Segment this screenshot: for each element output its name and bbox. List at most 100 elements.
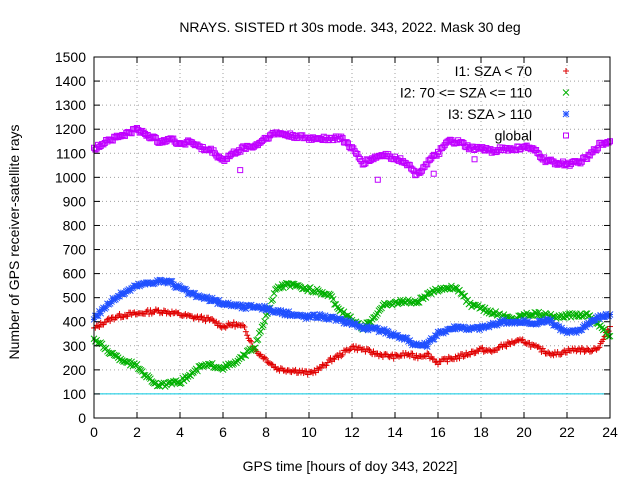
y-tick-label: 1400 bbox=[55, 73, 86, 89]
data-point bbox=[288, 280, 295, 288]
x-axis-label: GPS time [hours of doy 343, 2022] bbox=[243, 458, 458, 474]
data-point bbox=[107, 318, 114, 325]
data-point bbox=[406, 353, 413, 360]
data-point bbox=[456, 355, 463, 362]
y-tick-label: 1100 bbox=[56, 145, 86, 161]
legend-marker bbox=[563, 132, 569, 139]
data-point bbox=[103, 318, 110, 325]
data-point bbox=[353, 343, 360, 350]
data-point bbox=[229, 322, 236, 329]
data-point bbox=[264, 359, 271, 366]
data-point bbox=[160, 307, 167, 314]
y-tick-label: 1500 bbox=[55, 49, 86, 65]
data-points bbox=[90, 125, 614, 390]
data-point bbox=[259, 321, 267, 329]
data-point bbox=[224, 323, 231, 330]
data-point bbox=[379, 354, 386, 361]
data-point bbox=[121, 311, 128, 318]
data-point bbox=[310, 370, 317, 377]
data-point bbox=[594, 345, 601, 352]
data-point bbox=[588, 348, 595, 355]
series-4 bbox=[237, 156, 478, 183]
y-tick-label: 500 bbox=[63, 290, 87, 306]
data-point bbox=[261, 354, 268, 361]
data-point bbox=[596, 344, 603, 351]
data-point bbox=[134, 310, 140, 317]
data-point bbox=[318, 365, 325, 372]
y-tick-label: 1300 bbox=[55, 97, 86, 113]
data-point bbox=[461, 353, 468, 360]
data-point bbox=[444, 358, 451, 365]
data-point bbox=[519, 336, 526, 343]
data-point bbox=[94, 339, 102, 347]
data-point bbox=[273, 366, 280, 373]
legend-marker bbox=[562, 110, 570, 118]
data-point bbox=[248, 338, 255, 345]
data-point bbox=[374, 176, 381, 183]
x-tick-label: 14 bbox=[387, 424, 403, 440]
data-point bbox=[374, 350, 381, 357]
legend-label: I2: 70 <= SZA <= 110 bbox=[400, 85, 532, 101]
data-point bbox=[592, 345, 599, 352]
data-point bbox=[557, 351, 564, 358]
data-point bbox=[390, 355, 397, 362]
data-point bbox=[226, 321, 233, 328]
data-point bbox=[319, 361, 326, 368]
data-point bbox=[213, 318, 220, 325]
data-point bbox=[215, 320, 222, 327]
y-tick-label: 100 bbox=[63, 386, 87, 402]
data-point bbox=[550, 352, 557, 359]
y-tick-label: 400 bbox=[63, 314, 87, 330]
data-point bbox=[515, 312, 522, 320]
data-point bbox=[422, 353, 429, 360]
x-tick-label: 0 bbox=[90, 424, 98, 440]
data-point bbox=[545, 349, 552, 356]
data-point bbox=[320, 290, 328, 298]
data-point bbox=[139, 368, 146, 375]
data-point bbox=[105, 315, 112, 322]
data-point bbox=[331, 356, 338, 363]
x-tick-label: 10 bbox=[301, 424, 317, 440]
data-point bbox=[251, 344, 259, 352]
data-point bbox=[277, 365, 284, 372]
data-point bbox=[167, 311, 174, 318]
legend-marker bbox=[562, 89, 570, 96]
data-point bbox=[268, 361, 275, 368]
data-point bbox=[430, 335, 438, 343]
data-point bbox=[339, 351, 346, 358]
data-point bbox=[221, 323, 228, 330]
data-point bbox=[577, 160, 584, 167]
x-tick-label: 16 bbox=[430, 424, 446, 440]
data-point bbox=[95, 323, 102, 330]
data-point bbox=[605, 333, 613, 340]
data-point bbox=[269, 296, 277, 303]
data-point bbox=[278, 281, 286, 288]
data-point bbox=[371, 351, 378, 358]
data-point bbox=[124, 313, 131, 320]
data-point bbox=[338, 133, 345, 140]
data-point bbox=[566, 310, 574, 317]
data-point bbox=[365, 346, 372, 353]
data-point bbox=[600, 336, 607, 343]
data-point bbox=[190, 315, 197, 322]
data-point bbox=[503, 343, 510, 350]
data-point bbox=[539, 345, 546, 352]
data-point bbox=[338, 353, 345, 360]
x-tick-label: 22 bbox=[559, 424, 575, 440]
data-point bbox=[422, 294, 430, 301]
y-tick-label: 600 bbox=[63, 266, 87, 282]
x-tick-label: 18 bbox=[473, 424, 489, 440]
data-point bbox=[424, 350, 431, 357]
data-point bbox=[401, 352, 408, 359]
data-point bbox=[479, 344, 486, 351]
series-2 bbox=[90, 276, 614, 351]
data-point bbox=[442, 284, 450, 292]
y-tick-label: 900 bbox=[63, 193, 87, 209]
data-point bbox=[117, 314, 124, 321]
data-point bbox=[256, 352, 263, 359]
data-point bbox=[367, 349, 374, 356]
data-point bbox=[329, 295, 337, 303]
data-point bbox=[455, 352, 462, 359]
data-point bbox=[527, 311, 535, 319]
